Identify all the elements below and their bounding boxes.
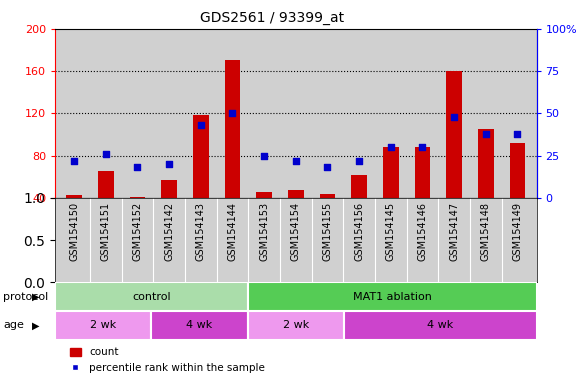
Point — [259, 152, 269, 159]
Text: 4 wk: 4 wk — [186, 320, 213, 331]
Text: GSM154145: GSM154145 — [386, 202, 396, 261]
Bar — [510, 143, 525, 198]
Text: ▶: ▶ — [32, 291, 39, 302]
Text: protocol: protocol — [3, 291, 48, 302]
Text: GSM154149: GSM154149 — [513, 202, 523, 261]
Text: GSM154153: GSM154153 — [259, 202, 269, 261]
Text: GSM154150: GSM154150 — [69, 202, 79, 261]
Bar — [193, 115, 209, 198]
Text: GSM154151: GSM154151 — [101, 202, 111, 261]
Bar — [55, 311, 151, 340]
Text: GSM154154: GSM154154 — [291, 202, 301, 261]
Bar — [288, 190, 304, 198]
Bar — [478, 129, 494, 198]
Text: GSM154155: GSM154155 — [322, 202, 332, 261]
Text: MAT1 ablation: MAT1 ablation — [353, 291, 432, 302]
Text: GDS2561 / 93399_at: GDS2561 / 93399_at — [200, 11, 344, 25]
Text: GSM154152: GSM154152 — [132, 202, 143, 261]
Bar — [446, 71, 462, 198]
Point — [386, 144, 396, 150]
Text: GSM154142: GSM154142 — [164, 202, 174, 261]
Text: GSM154147: GSM154147 — [449, 202, 459, 261]
Point — [513, 131, 522, 137]
Point — [196, 122, 205, 128]
Bar — [248, 282, 536, 311]
Point — [291, 157, 300, 164]
Point — [418, 144, 427, 150]
Bar — [161, 180, 177, 198]
Bar — [415, 147, 430, 198]
Bar — [383, 147, 398, 198]
Text: age: age — [3, 320, 24, 331]
Point — [354, 157, 364, 164]
Point — [70, 157, 79, 164]
Point — [101, 151, 110, 157]
Bar — [129, 197, 146, 198]
Text: 2 wk: 2 wk — [282, 320, 309, 331]
Bar — [256, 192, 272, 198]
Point — [228, 110, 237, 116]
Point — [481, 131, 491, 137]
Bar — [344, 311, 536, 340]
Point — [133, 164, 142, 170]
Text: 4 wk: 4 wk — [427, 320, 454, 331]
Text: GSM154146: GSM154146 — [418, 202, 427, 261]
Text: GSM154148: GSM154148 — [481, 202, 491, 261]
Bar — [351, 174, 367, 198]
Text: GSM154144: GSM154144 — [227, 202, 237, 261]
Bar — [55, 282, 248, 311]
Bar — [98, 171, 114, 198]
Bar — [66, 195, 82, 198]
Point — [450, 114, 459, 120]
Point — [323, 164, 332, 170]
Text: GSM154143: GSM154143 — [196, 202, 206, 261]
Text: GSM154156: GSM154156 — [354, 202, 364, 261]
Legend: count, percentile rank within the sample: count, percentile rank within the sample — [66, 343, 269, 377]
Bar — [224, 60, 240, 198]
Bar — [151, 311, 248, 340]
Text: control: control — [132, 291, 171, 302]
Text: 2 wk: 2 wk — [90, 320, 117, 331]
Bar — [320, 194, 335, 198]
Bar — [248, 311, 344, 340]
Point — [165, 161, 174, 167]
Text: ▶: ▶ — [32, 320, 39, 331]
